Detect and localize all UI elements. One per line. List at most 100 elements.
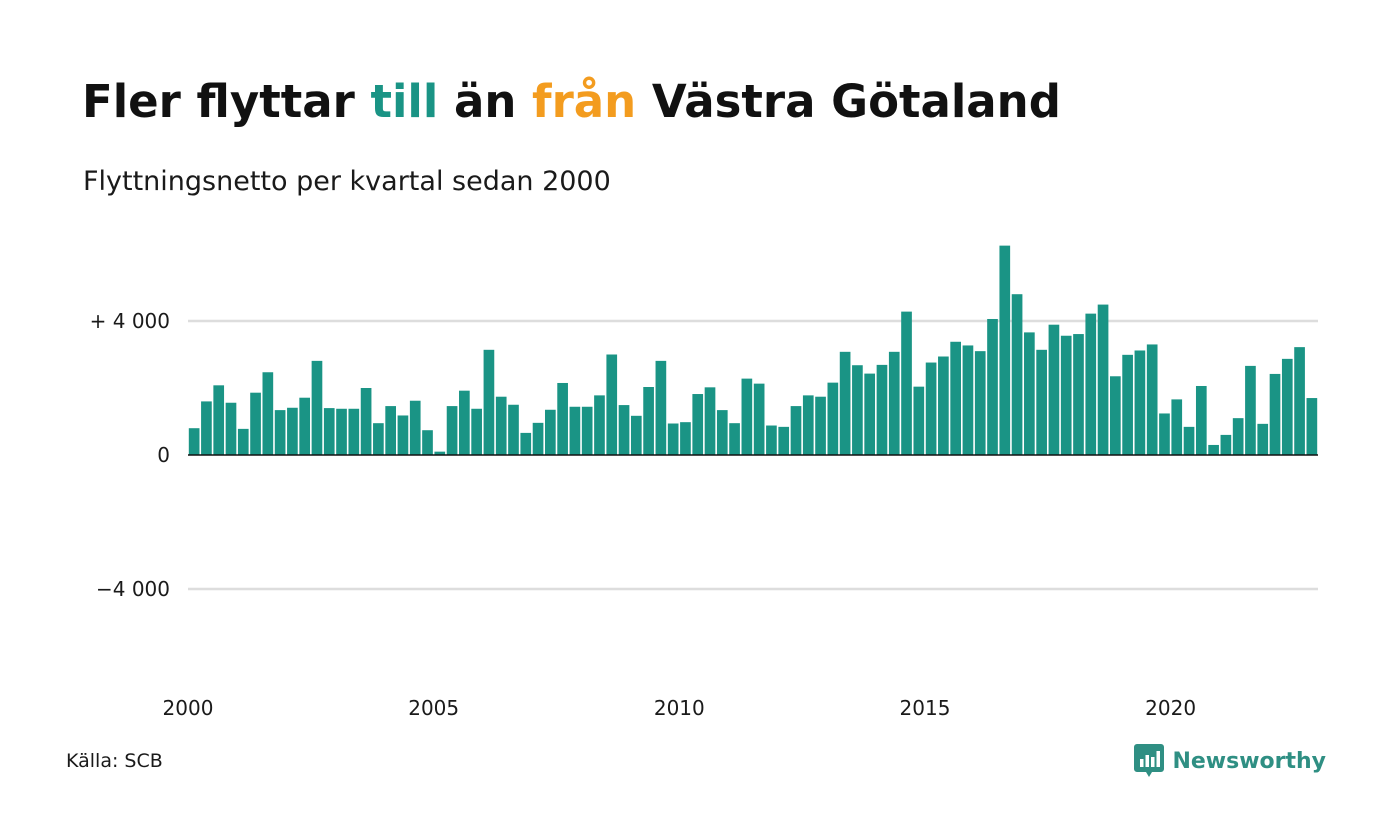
bar xyxy=(250,392,261,455)
bar xyxy=(790,406,802,455)
bar xyxy=(704,387,716,455)
bar xyxy=(348,408,360,455)
bar xyxy=(1245,365,1256,455)
bar xyxy=(459,390,470,455)
bar xyxy=(827,382,839,455)
bar xyxy=(1134,350,1146,455)
bar xyxy=(974,351,986,455)
bar xyxy=(495,396,507,455)
grid-lines xyxy=(188,319,1318,591)
bar xyxy=(1281,358,1293,455)
bar xyxy=(311,360,323,455)
x-tick-label: 2015 xyxy=(900,696,951,720)
bar xyxy=(1073,334,1084,455)
y-tick-label: 0 xyxy=(157,443,170,467)
bar xyxy=(1159,413,1170,455)
bar xyxy=(1232,418,1244,455)
bar xyxy=(950,341,961,455)
bar xyxy=(962,345,974,455)
bar xyxy=(815,396,826,455)
bar xyxy=(557,382,568,455)
bar xyxy=(213,385,225,455)
bar xyxy=(987,318,998,455)
bar xyxy=(630,415,642,455)
bar xyxy=(852,365,863,455)
newsworthy-logo-icon xyxy=(1134,744,1165,777)
bar xyxy=(938,356,949,455)
bar xyxy=(606,354,618,455)
bar xyxy=(471,408,482,455)
bar xyxy=(201,401,212,455)
source-note: Källa: SCB xyxy=(66,750,163,772)
bar xyxy=(680,422,691,455)
bar xyxy=(225,402,237,455)
bar xyxy=(1097,304,1109,455)
bar xyxy=(839,351,851,455)
bar xyxy=(1171,399,1183,455)
bar xyxy=(1011,294,1023,455)
bar xyxy=(925,362,937,455)
bar xyxy=(262,372,274,455)
bar xyxy=(1195,385,1207,455)
bar xyxy=(618,405,630,455)
bar xyxy=(901,311,912,455)
bar xyxy=(643,387,654,455)
bar xyxy=(1294,347,1305,455)
bar xyxy=(483,349,495,455)
bar xyxy=(1024,332,1035,455)
x-tick-label: 2020 xyxy=(1145,696,1196,720)
bar xyxy=(913,386,925,455)
bar xyxy=(716,410,728,455)
title-highlight-fran: från xyxy=(532,75,637,128)
bar xyxy=(999,245,1011,456)
bar xyxy=(766,425,777,455)
bar xyxy=(274,410,286,455)
bar xyxy=(581,406,593,455)
bar xyxy=(1122,354,1133,455)
title-part-2: än xyxy=(438,75,533,128)
axes: + 4 000 0 −4 000 2000 2005 2010 2015 2020 xyxy=(90,309,1318,720)
x-tick-label: 2005 xyxy=(408,696,459,720)
bar xyxy=(1208,444,1219,455)
chart-title: Fler flyttar till än från Västra Götalan… xyxy=(82,72,1061,132)
bar xyxy=(729,423,740,455)
bar xyxy=(876,364,888,455)
bar xyxy=(667,423,679,455)
bar xyxy=(692,394,704,455)
bar xyxy=(864,373,876,455)
bar xyxy=(287,407,298,455)
bar xyxy=(397,415,409,455)
bars xyxy=(188,245,1318,456)
bar xyxy=(409,400,421,455)
bar xyxy=(1306,398,1318,455)
bar xyxy=(299,397,311,455)
bar xyxy=(1183,426,1195,455)
title-part-1: Fler flyttar xyxy=(82,75,371,128)
bar xyxy=(888,351,900,455)
bar xyxy=(1257,423,1269,455)
x-tick-label: 2010 xyxy=(654,696,705,720)
bar xyxy=(741,378,753,455)
bar xyxy=(360,388,372,455)
bar xyxy=(545,409,556,455)
y-tick-label: −4 000 xyxy=(96,577,170,601)
brand-name: Newsworthy xyxy=(1172,748,1326,774)
x-tick-label: 2000 xyxy=(163,696,214,720)
chart-subtitle: Flyttningsnetto per kvartal sedan 2000 xyxy=(83,166,611,197)
title-part-3: Västra Götaland xyxy=(636,75,1061,128)
bar xyxy=(1085,313,1097,455)
bar xyxy=(753,383,765,455)
bar xyxy=(1110,376,1121,455)
bar xyxy=(569,406,581,455)
bar xyxy=(434,451,446,455)
bar xyxy=(802,395,814,455)
title-highlight-till: till xyxy=(370,75,439,128)
y-tick-label: + 4 000 xyxy=(90,309,170,333)
bar xyxy=(594,395,605,455)
bar xyxy=(778,426,790,455)
bar xyxy=(188,428,200,455)
bar xyxy=(1036,349,1047,455)
bar xyxy=(1146,344,1158,455)
bar xyxy=(446,406,458,455)
